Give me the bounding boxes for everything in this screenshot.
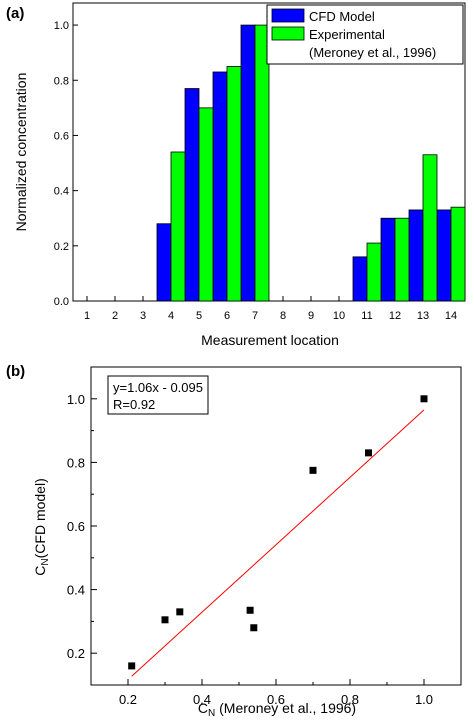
scatter-plot-frame (90, 366, 462, 686)
x-tick-label: 3 (140, 310, 146, 322)
y-label-subscript: N (40, 558, 51, 565)
x-tick-label: 8 (280, 310, 286, 322)
panel-label-b: (b) (6, 363, 25, 380)
x-label-rest: (Meroney et al., 1996) (215, 700, 356, 716)
panel-label-a: (a) (6, 5, 24, 22)
bar-experimental (394, 217, 410, 302)
bar-experimental (450, 206, 466, 302)
scatter-y-axis-label: CN(CFD model) (32, 478, 51, 575)
x-tick-label: 0.6 (267, 692, 285, 707)
x-tick-label: 2 (112, 310, 118, 322)
scatter-points (128, 395, 428, 670)
scatter-x-axis-ticks: 0.2 0.4 0.6 0.8 1.0 (119, 679, 433, 707)
bar-cfd-model (436, 209, 452, 302)
bar-experimental (226, 66, 242, 302)
annotation-box (107, 375, 209, 415)
fit-equation: y=1.06x - 0.095 (113, 380, 203, 395)
x-tick-label: 10 (333, 310, 345, 322)
bar-cfd-model (352, 256, 368, 302)
scatter-y-axis-ticks: 0.2 0.4 0.6 0.8 1.0 (67, 392, 97, 661)
scatter-point (128, 662, 136, 670)
bar-experimental (198, 107, 214, 302)
y-tick-label: 0.2 (67, 646, 85, 661)
y-tick-label: 0.6 (54, 130, 69, 142)
bar-cfd-model (240, 24, 256, 302)
bar-cfd-model (380, 217, 396, 302)
bar-cfd-model (408, 209, 424, 302)
bar-experimental (366, 242, 382, 302)
x-label-subscript: N (208, 708, 215, 719)
legend-note-reference: (Meroney et al., 1996) (309, 45, 436, 60)
x-tick-label: 14 (445, 310, 457, 322)
x-tick-label: 9 (308, 310, 314, 322)
x-tick-label: 1 (84, 310, 90, 322)
x-tick-label: 7 (252, 310, 258, 322)
legend-label-cfd: CFD Model (309, 9, 375, 24)
y-tick-label: 1.0 (67, 392, 85, 407)
bar-y-axis-ticks: 0.0 0.2 0.4 0.6 0.8 1.0 (54, 20, 78, 308)
bar-x-axis-label: Measurement location (201, 332, 339, 348)
scatter-point (176, 608, 184, 616)
bar-y-axis-label: Normalized concentration (13, 73, 29, 232)
x-tick-label: 5 (196, 310, 202, 322)
y-tick-label: 0.2 (54, 241, 69, 253)
x-tick-label: 1.0 (415, 692, 433, 707)
scatter-point (309, 466, 317, 474)
x-tick-label: 13 (417, 310, 429, 322)
fit-annotation: y=1.06x - 0.095 R=0.92 (107, 375, 209, 415)
bar-experimental (170, 151, 186, 302)
regression-line (131, 409, 425, 677)
y-tick-label: 0.8 (67, 455, 85, 470)
scatter-point (161, 616, 169, 624)
x-tick-label: 11 (361, 310, 372, 322)
y-tick-label: 0.0 (54, 296, 69, 308)
fit-r-value: R=0.92 (113, 397, 155, 412)
scatter-point (420, 395, 428, 403)
y-tick-label: 0.4 (54, 186, 69, 198)
x-tick-label: 0.8 (341, 692, 359, 707)
y-tick-label: 0.8 (54, 75, 69, 87)
y-tick-label: 0.6 (67, 519, 85, 534)
scatter-x-axis-label: CN (Meroney et al., 1996) (198, 700, 356, 719)
legend-label-experimental: Experimental (309, 27, 385, 42)
x-tick-label: 0.2 (119, 692, 137, 707)
x-tick-label: 6 (224, 310, 230, 322)
bar-cfd-model (156, 223, 172, 302)
x-tick-label: 12 (389, 310, 401, 322)
y-label-main: C (32, 566, 48, 576)
scatter-point (246, 606, 254, 614)
x-tick-label: 4 (168, 310, 174, 322)
bar-legend: CFD Model Experimental (Meroney et al., … (266, 4, 464, 65)
scatter-chart-panel: (b) 0.2 0.4 0.6 0.8 1.0 0.2 0.4 0.6 0.8 1.0 y=1.… (6, 363, 462, 719)
bar-chart-panel: (a) 0.00.20.40.60.81.0 1 2 3 4 5 6 7 8 9 10 11 12 13… (6, 2, 466, 348)
legend-swatch-cfd (271, 8, 305, 23)
bar-cfd-model (184, 88, 200, 302)
bar-experimental (422, 154, 438, 302)
bar-experimental (254, 24, 270, 302)
scatter-point (250, 624, 258, 632)
y-tick-label: 1.0 (54, 20, 69, 32)
bar-cfd-model (212, 71, 228, 302)
y-label-rest: (CFD model) (32, 478, 48, 558)
x-tick-label: 0.4 (193, 692, 211, 707)
legend-swatch-experimental (271, 26, 305, 41)
x-label-main: C (198, 700, 208, 716)
scatter-point (365, 449, 372, 457)
bar-series (156, 24, 466, 302)
y-tick-label: 0.4 (67, 583, 85, 598)
